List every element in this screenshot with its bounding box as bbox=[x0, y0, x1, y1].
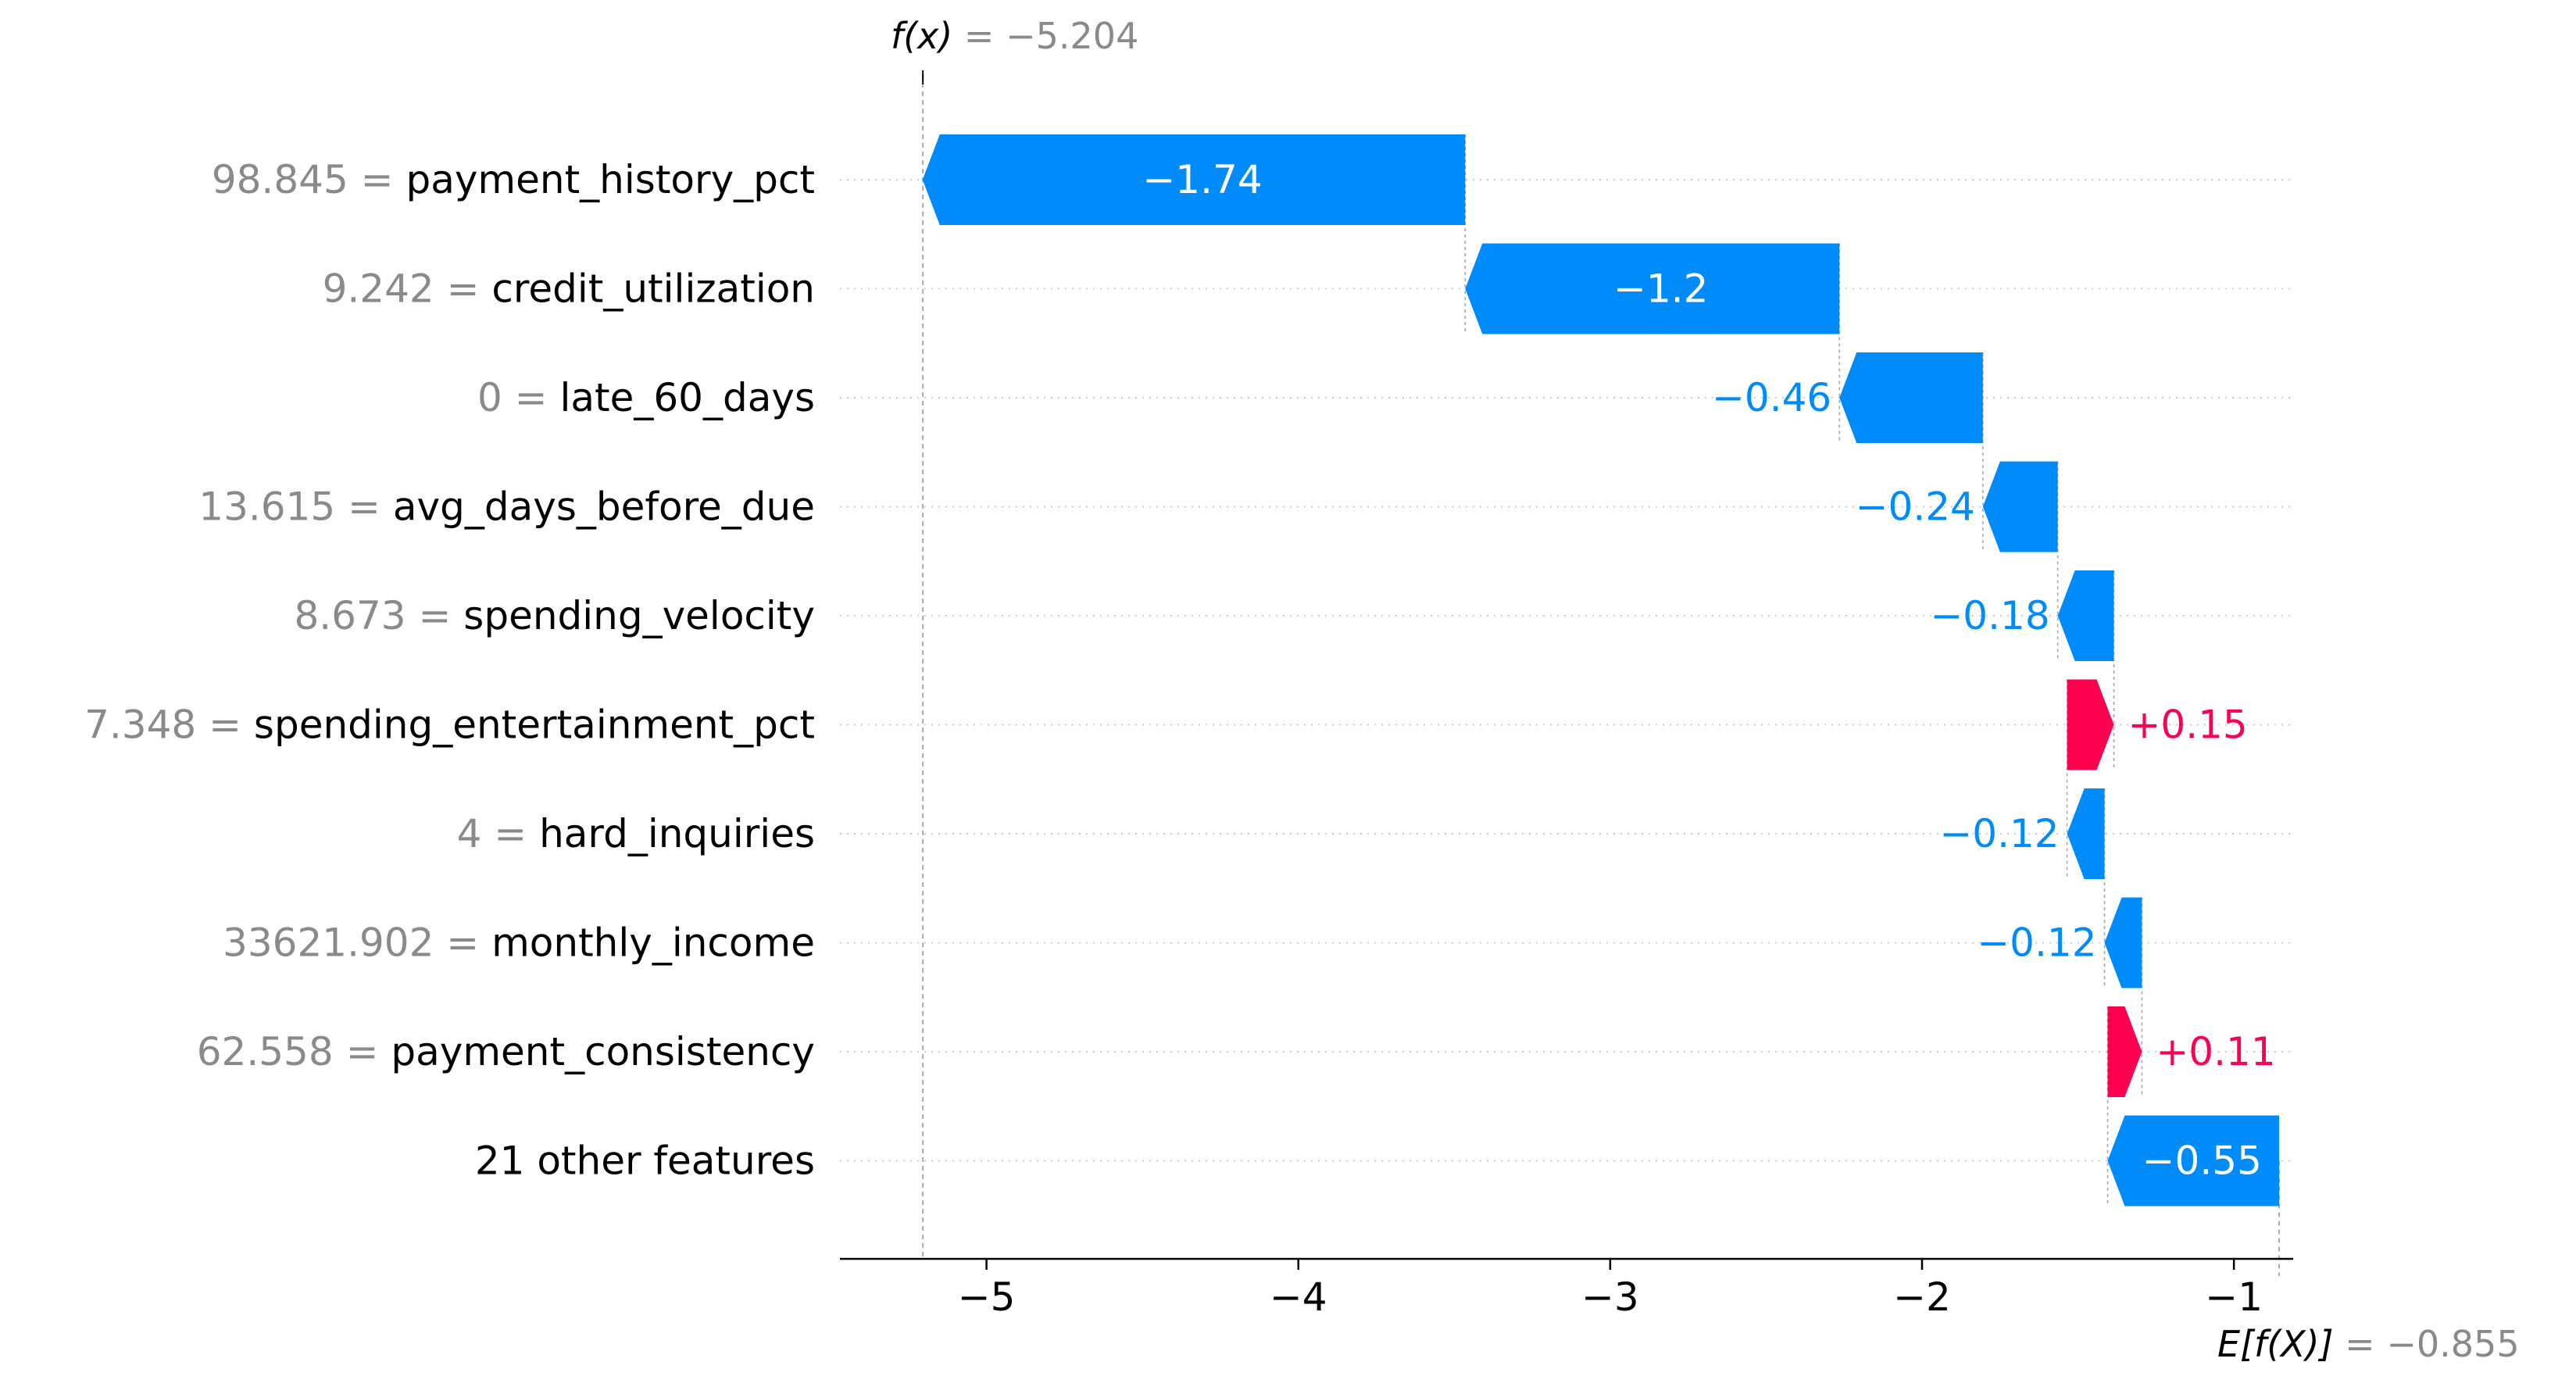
negative-contribution-bar bbox=[1982, 461, 2058, 552]
feature-name: avg_days_before_due bbox=[393, 484, 815, 530]
feature-value: 4 bbox=[457, 811, 482, 856]
fx-value: = −5.204 bbox=[952, 15, 1138, 57]
x-tick-label: −2 bbox=[1893, 1274, 1951, 1320]
feature-label: 62.558 = payment_consistency bbox=[197, 1029, 815, 1074]
bar-value-label: −0.12 bbox=[1939, 811, 2059, 856]
feature-value: 33621.902 bbox=[223, 920, 434, 966]
feature-label: 7.348 = spending_entertainment_pct bbox=[84, 702, 815, 748]
efx-annotation: E[f(X)] = −0.855 bbox=[2217, 1323, 2520, 1365]
feature-value: 8.673 bbox=[294, 593, 406, 638]
feature-value: 98.845 bbox=[212, 157, 348, 202]
feature-label: 33621.902 = monthly_income bbox=[223, 920, 815, 966]
feature-name: monthly_income bbox=[491, 920, 815, 966]
feature-name: spending_entertainment_pct bbox=[254, 702, 815, 748]
feature-equals: = bbox=[196, 702, 254, 748]
bar-value-label: −0.12 bbox=[1977, 920, 2096, 966]
feature-labels: 98.845 = payment_history_pct 9.242 = cred… bbox=[84, 157, 815, 1184]
feature-name: spending_velocity bbox=[463, 593, 815, 638]
feature-value: 62.558 bbox=[197, 1029, 334, 1074]
feature-value: 7.348 bbox=[84, 702, 196, 748]
negative-contribution-bar bbox=[2057, 570, 2114, 661]
feature-label: 98.845 = payment_history_pct bbox=[212, 157, 815, 202]
feature-name: hard_inquiries bbox=[539, 811, 815, 856]
feature-equals: = bbox=[335, 484, 393, 530]
feature-label: 9.242 = credit_utilization bbox=[323, 266, 815, 312]
negative-contribution-bar bbox=[2104, 897, 2142, 988]
x-axis: −5 −4 −3 −2 −1 bbox=[840, 1257, 2293, 1320]
negative-contribution-bar bbox=[1839, 352, 1983, 443]
feature-name: payment_consistency bbox=[391, 1029, 815, 1074]
feature-label: 8.673 = spending_velocity bbox=[294, 593, 815, 638]
feature-value: 0 bbox=[477, 375, 502, 420]
bar-value-label: −1.2 bbox=[1613, 266, 1708, 312]
feature-equals: = bbox=[348, 157, 406, 202]
bar-value-label: −1.74 bbox=[1142, 157, 1262, 202]
bars-layer: −1.74 −1.2 −0.46 −0.24 −0.18 +0.15 −0.12 −0.12 +… bbox=[922, 134, 2280, 1206]
feature-label: 0 = late_60_days bbox=[477, 375, 815, 420]
feature-name: late_60_days bbox=[559, 375, 815, 420]
feature-label: 4 = hard_inquiries bbox=[457, 811, 815, 856]
feature-equals: = bbox=[481, 811, 539, 856]
negative-contribution-bar bbox=[2067, 788, 2105, 879]
positive-contribution-bar bbox=[2107, 1006, 2142, 1097]
x-tick-label: −3 bbox=[1581, 1274, 1639, 1320]
feature-name: 21 other features bbox=[475, 1139, 815, 1184]
feature-equals: = bbox=[434, 920, 491, 966]
feature-equals: = bbox=[434, 266, 492, 312]
bar-value-label: −0.18 bbox=[1930, 593, 2049, 638]
feature-name: payment_history_pct bbox=[406, 157, 815, 202]
feature-equals: = bbox=[334, 1029, 391, 1074]
feature-value: 9.242 bbox=[323, 266, 434, 312]
x-tick-label: −4 bbox=[1270, 1274, 1327, 1320]
negative-contribution-bar bbox=[1465, 243, 1840, 334]
feature-name: credit_utilization bbox=[491, 266, 815, 312]
efx-value: = −0.855 bbox=[2334, 1323, 2520, 1365]
feature-value: 13.615 bbox=[198, 484, 335, 530]
bar-value-label: −0.46 bbox=[1712, 375, 1831, 420]
bar-value-label: +0.15 bbox=[2128, 702, 2247, 748]
efx-prefix: E[f(X)] bbox=[2217, 1323, 2334, 1365]
positive-contribution-bar bbox=[2067, 679, 2114, 770]
fx-prefix: f(x) bbox=[891, 15, 952, 57]
x-tick-label: −5 bbox=[958, 1274, 1016, 1320]
x-tick-label: −1 bbox=[2205, 1274, 2263, 1320]
bar-value-label: −0.24 bbox=[1856, 484, 1975, 530]
feature-equals: = bbox=[406, 593, 464, 638]
negative-contribution-bar bbox=[922, 134, 1466, 225]
feature-equals: = bbox=[502, 375, 560, 420]
bar-value-label: +0.11 bbox=[2156, 1029, 2275, 1074]
negative-contribution-bar bbox=[2107, 1115, 2280, 1206]
feature-label: 13.615 = avg_days_before_due bbox=[198, 484, 815, 530]
feature-label: 21 other features bbox=[475, 1139, 815, 1184]
fx-annotation: f(x) = −5.204 bbox=[891, 15, 1138, 57]
bar-value-label: −0.55 bbox=[2142, 1139, 2262, 1184]
